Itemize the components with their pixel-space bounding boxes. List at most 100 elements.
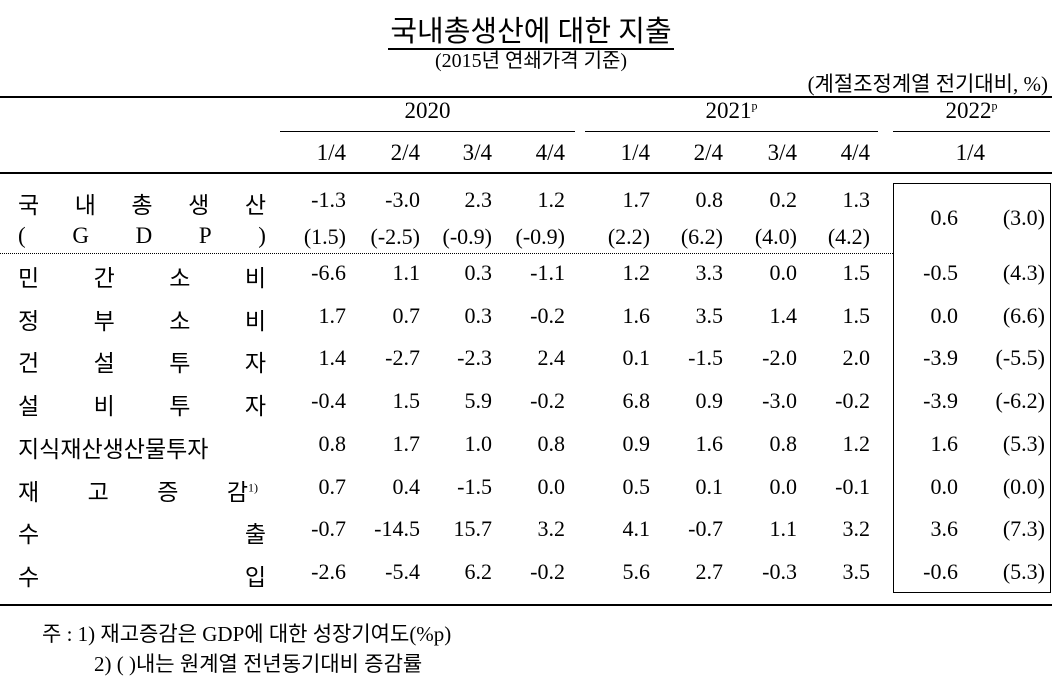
gdp-latest-yoy: (3.0): [1002, 205, 1045, 230]
header-bottom-rule: [0, 172, 1052, 174]
row-value: -0.7: [311, 516, 346, 542]
quarter-header: 2/4: [390, 140, 420, 165]
row-value: -0.7: [688, 516, 723, 542]
gdp-value: 1.7: [622, 187, 651, 212]
row-value: 0.3: [464, 260, 493, 285]
year-2020: 2020: [404, 98, 451, 123]
row-latest-yoy: (-5.5): [995, 345, 1045, 371]
row-value: 1.4: [769, 302, 798, 328]
quarter-header: 4/4: [840, 140, 870, 165]
label-char: 수: [18, 522, 40, 548]
label-char: P: [198, 223, 212, 248]
row-latest-yoy: (5.3): [1002, 430, 1045, 456]
row-value: -6.6: [311, 260, 346, 285]
row-latest: 0.0: [930, 473, 959, 499]
row-value: -0.2: [835, 388, 870, 414]
row-value: -0.4: [311, 388, 346, 414]
row-value: -14.5: [374, 516, 420, 542]
subtitle: (2015년 연쇄가격 기준): [434, 50, 628, 72]
row-value: -0.2: [530, 388, 565, 414]
row-value: 0.5: [622, 473, 651, 499]
label-char: 건: [18, 351, 40, 377]
row-latest: 0.0: [930, 302, 959, 328]
row-value: -1.5: [457, 473, 492, 499]
row-value: 6.8: [622, 388, 651, 414]
row-value: 1.5: [842, 260, 871, 285]
gdp-latest: 0.6: [930, 205, 959, 230]
row-latest: -3.9: [923, 345, 958, 371]
label-char: 소: [169, 266, 191, 291]
year-rule-2020: [280, 131, 575, 132]
label-char: G: [72, 223, 89, 248]
row-value: 15.7: [453, 516, 493, 542]
row-value: -0.3: [762, 558, 797, 584]
row-latest: -3.9: [923, 388, 958, 414]
row-value: 1.2: [842, 430, 871, 456]
gdp-value: 1.2: [537, 187, 566, 212]
label-char: 투: [169, 394, 191, 420]
label-char: (: [18, 223, 26, 248]
row-latest: -0.6: [923, 558, 958, 584]
gdp-value: 0.8: [695, 187, 724, 212]
label-char: 생: [188, 193, 210, 218]
label-char: 출: [244, 522, 266, 548]
quarter-header: 1/4: [955, 140, 985, 165]
label-char: 비: [244, 266, 266, 291]
label-char: 민: [18, 266, 40, 291]
gdp-value: 2.3: [464, 187, 493, 212]
label-char: ): [258, 223, 266, 248]
row-value: 0.7: [318, 473, 347, 499]
quarter-header: 3/4: [462, 140, 492, 165]
row-value: 3.3: [695, 260, 724, 285]
label-char: 고: [87, 479, 109, 505]
table-bottom-rule: [0, 604, 1052, 606]
label-char: 지식재산생산물투자: [18, 436, 209, 462]
row-latest: 3.6: [930, 516, 959, 542]
row-value: 0.0: [537, 473, 566, 499]
latest-quarter-box: [893, 183, 1051, 593]
gdp-yoy-value: (-2.5): [370, 224, 420, 249]
row-value: 0.0: [769, 473, 798, 499]
label-char: 총: [131, 193, 153, 218]
row-latest: 1.6: [930, 430, 959, 456]
label-char: D: [135, 223, 153, 248]
year-2022: 2022p: [945, 98, 998, 123]
year-rule-2021: [585, 131, 878, 132]
gdp-yoy-value: (-0.9): [515, 224, 565, 249]
label-char: 재: [18, 479, 40, 505]
table-top-rule: [0, 96, 1052, 98]
quarter-header: 3/4: [767, 140, 797, 165]
gdp-yoy-value: (2.2): [607, 224, 650, 249]
row-value: 1.6: [622, 302, 651, 328]
quarter-header: 1/4: [620, 140, 650, 165]
row-value: 3.2: [842, 516, 871, 542]
label-char: 정: [18, 308, 40, 334]
footnote-1: 주 : 1) 재고증감은 GDP에 대한 성장기여도(%p): [42, 622, 452, 646]
gdp-separator: [0, 253, 893, 254]
row-value: 1.7: [318, 302, 347, 328]
row-value: 2.7: [695, 558, 724, 584]
gdp-yoy-value: (4.0): [754, 224, 797, 249]
row-value: 0.7: [392, 302, 421, 328]
row-value: 3.5: [842, 558, 871, 584]
unit-note: (계절조정계열 전기대비, %): [807, 72, 1048, 96]
gdp-yoy-value: (-0.9): [442, 224, 492, 249]
row-latest: -0.5: [923, 260, 958, 285]
label-char: 자: [244, 351, 266, 377]
label-char: 설: [18, 394, 40, 420]
row-value: -1.1: [530, 260, 565, 285]
row-value: -0.2: [530, 302, 565, 328]
row-value: 4.1: [622, 516, 651, 542]
row-latest-yoy: (4.3): [1002, 260, 1045, 285]
label-char: 부: [93, 308, 115, 334]
row-value: 1.4: [318, 345, 347, 371]
row-value: -3.0: [762, 388, 797, 414]
row-value: 3.2: [537, 516, 566, 542]
row-value: 2.0: [842, 345, 871, 371]
